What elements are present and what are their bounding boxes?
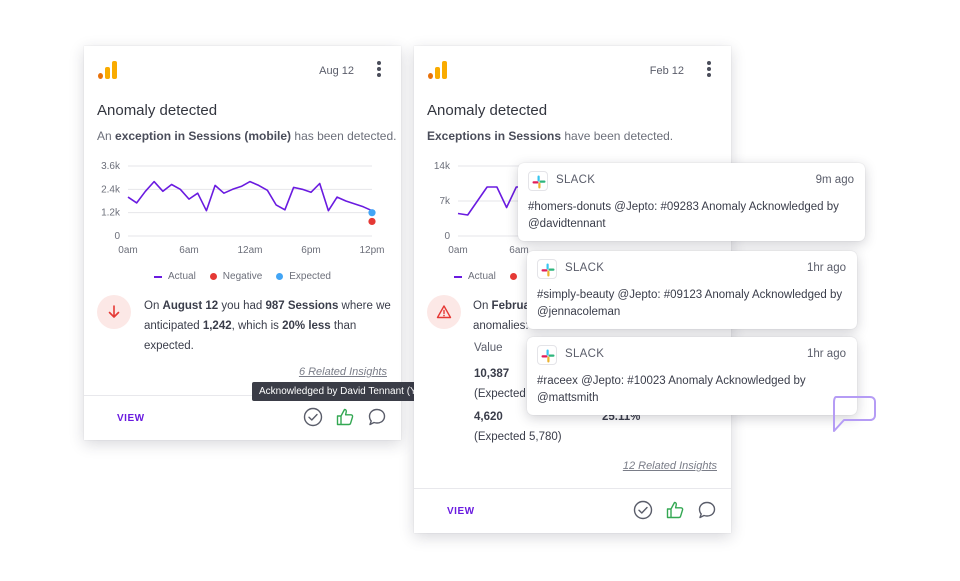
divider [84,395,401,396]
y-tick-label: 14k [434,161,451,172]
x-tick-label: 0am [448,245,467,256]
legend-expected: Expected [276,271,331,282]
x-tick-label: 6am [509,245,528,256]
point-expected [368,209,376,217]
slack-source: SLACK [556,174,596,186]
slack-time: 1hr ago [806,262,846,274]
comment-icon[interactable] [367,407,387,427]
table-row-value: 10,387 [474,368,510,380]
card-title: Anomaly detected [97,102,218,119]
check-circle-icon[interactable] [633,500,653,520]
view-button[interactable]: VIEW [117,413,145,424]
legend-negative [509,271,517,282]
card-subtitle: Exceptions in Sessions have been detecte… [427,129,674,143]
y-tick-label: 2.4k [101,184,121,195]
slack-source: SLACK [565,262,605,274]
view-button[interactable]: VIEW [447,506,475,517]
card-title: Anomaly detected [427,102,548,119]
kebab-menu-icon[interactable] [375,61,383,79]
analytics-logo-icon [428,61,448,79]
slack-notification[interactable]: SLACK 9m ago #homers-donuts @Jepto: #092… [518,163,865,241]
related-insights-link[interactable]: 6 Related Insights [298,366,387,378]
slack-message: #homers-donuts @Jepto: #09283 Anomaly Ac… [528,201,839,230]
series-line-actual [127,180,373,212]
check-circle-icon[interactable] [303,407,323,427]
chart-legend: Actual [454,271,517,282]
series-line-actual [457,186,526,216]
acknowledged-tooltip: Acknowledged by David Tennant (You) [252,382,438,401]
sessions-line-chart: 3.6k 2.4k 1.2k 0 0am 6am 12am 6pm 12pm [101,161,384,256]
card-subtitle: An exception in Sessions (mobile) has be… [97,129,397,143]
slack-notification[interactable]: SLACK 1hr ago #raceex @Jepto: #10023 Ano… [527,337,857,415]
slack-time: 1hr ago [806,348,846,360]
slack-icon [537,259,557,279]
warning-icon [427,295,461,329]
divider [414,488,731,489]
table-row-expected: (Expected 5,780) [474,431,562,443]
y-tick-label: 0 [114,231,120,242]
card-actions [303,407,387,427]
slack-icon [528,171,548,191]
related-insights-link[interactable]: 12 Related Insights [622,460,717,472]
slack-notification[interactable]: SLACK 1hr ago #simply-beauty @Jepto: #09… [527,251,857,329]
legend-actual: Actual [154,271,196,282]
anomaly-description: On August 12 you had 987 Sessions where … [144,300,391,352]
slack-source: SLACK [565,348,605,360]
card-actions [633,500,717,520]
legend-actual: Actual [454,271,496,282]
y-tick-label: 7k [439,196,451,207]
y-tick-label: 3.6k [101,161,121,172]
table-row-expected: (Expected [474,388,526,400]
table-row-value: 4,620 [474,411,503,423]
table-header-value: Value [474,342,503,354]
x-tick-label: 0am [118,245,137,256]
slack-time: 9m ago [815,174,854,186]
point-negative [368,217,376,226]
chat-bubble-icon [830,395,878,440]
slack-message: #simply-beauty @Jepto: #09123 Anomaly Ac… [537,289,843,318]
slack-message: #raceex @Jepto: #10023 Anomaly Acknowled… [537,375,806,404]
analytics-logo-icon [98,61,118,79]
anomaly-card-sessions-mobile: Aug 12 Anomaly detected An exception in … [84,46,401,440]
arrow-down-icon [97,295,131,329]
x-tick-label: 12am [237,245,262,256]
card-date: Aug 12 [319,65,354,77]
card-date: Feb 12 [649,65,684,77]
x-tick-label: 6pm [301,245,320,256]
thumbs-up-icon[interactable] [335,407,355,427]
y-tick-label: 0 [444,231,450,242]
x-tick-label: 6am [179,245,198,256]
slack-icon [537,345,557,365]
chart-legend: Actual Negative Expected [154,271,331,282]
thumbs-up-icon[interactable] [665,500,685,520]
kebab-menu-icon[interactable] [705,61,713,79]
anomaly-description: On Februa anomalies: [473,300,530,332]
y-tick-label: 1.2k [101,208,121,219]
x-tick-label: 12pm [359,245,384,256]
legend-negative: Negative [209,271,262,282]
comment-icon[interactable] [697,500,717,520]
